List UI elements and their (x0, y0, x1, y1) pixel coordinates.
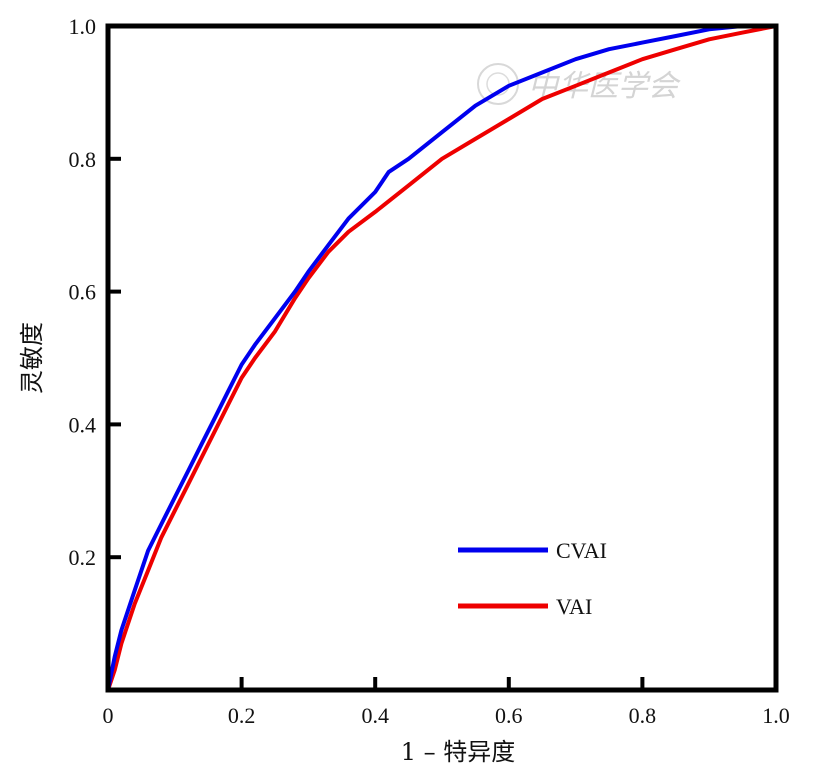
x-tick-label: 0.2 (228, 703, 256, 728)
legend: CVAI VAI (458, 538, 607, 619)
x-axis: 0 0.2 0.4 0.6 0.8 1.0 (103, 677, 790, 728)
series-lines (106, 24, 777, 691)
y-tick-label: 1.0 (69, 14, 97, 39)
x-tick-label: 0.8 (629, 703, 657, 728)
plot-frame (105, 23, 779, 693)
y-tick-label: 0.6 (69, 280, 97, 305)
y-tick-label: 0.4 (69, 412, 97, 437)
y-tick-label: 0.2 (69, 545, 97, 570)
series-line-vai (106, 24, 777, 691)
x-tick-label: 0.4 (361, 703, 389, 728)
x-axis-title: 1 – 特异度 (401, 738, 516, 766)
legend-label-vai: VAI (556, 594, 592, 619)
x-tick-label: 0 (103, 703, 114, 728)
y-axis: 0.2 0.4 0.6 0.8 1.0 (69, 14, 121, 570)
x-tick-label: 0.6 (495, 703, 523, 728)
x-tick-label: 1.0 (762, 703, 790, 728)
y-tick-label: 0.8 (69, 147, 97, 172)
series-line-cvai (106, 24, 776, 691)
legend-label-cvai: CVAI (556, 538, 607, 563)
y-axis-title: 灵敏度 (18, 322, 46, 394)
